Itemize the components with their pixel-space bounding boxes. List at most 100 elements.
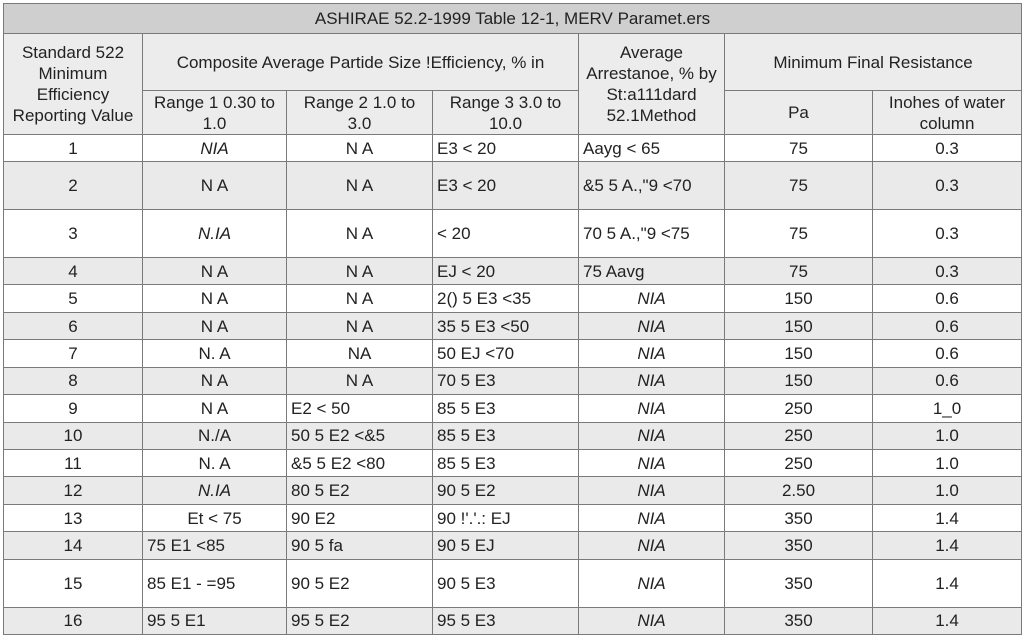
table-row: 3 N.IA N A < 20 70 5 A.,"9 <75 75 0.3: [3, 209, 1023, 258]
range1-cell: 95 5 E1: [142, 606, 287, 635]
arrestance-cell: NIA: [578, 531, 725, 560]
merv-cell: 5: [3, 284, 143, 313]
merv-cell: 1: [3, 133, 143, 163]
range3-cell: 90 5 EJ: [432, 531, 579, 560]
range2-cell: N A: [286, 256, 433, 286]
range2-cell: 90 E2: [286, 503, 433, 533]
merv-cell: 15: [3, 558, 143, 608]
range1-cell: NIA: [142, 133, 287, 163]
range2-cell: &5 5 E2 <80: [286, 448, 433, 478]
merv-cell: 6: [3, 311, 143, 341]
arrestance-cell: NIA: [578, 421, 725, 451]
pa-cell: 350: [724, 606, 873, 635]
merv-table: ASHIRAE 52.2-1999 Table 12-1, MERV Param…: [2, 3, 1023, 635]
table-row: 6 N A N A 35 5 E3 <50 NIA 150 0.6: [3, 311, 1023, 341]
inches-cell: 1.4: [871, 606, 1023, 635]
inches-cell: 1.0: [871, 421, 1023, 451]
header-range-3: Range 3 3.0 to 10.0: [432, 90, 579, 135]
table-row: 14 75 E1 <85 90 5 fa 90 5 EJ NIA 350 1.4: [3, 531, 1023, 560]
range1-cell: Et < 75: [142, 503, 287, 533]
range2-cell: N A: [286, 284, 433, 313]
arrestance-cell: NIA: [578, 311, 725, 341]
range3-cell: 95 5 E3: [432, 606, 579, 635]
range1-cell: N A: [142, 394, 287, 423]
merv-cell: 9: [3, 394, 143, 423]
range2-cell: 90 5 fa: [286, 531, 433, 560]
range2-cell: N A: [286, 209, 433, 258]
pa-cell: 250: [724, 421, 873, 451]
inches-cell: 1.4: [871, 531, 1023, 560]
arrestance-cell: NIA: [578, 558, 725, 608]
arrestance-cell: 70 5 A.,"9 <75: [578, 209, 725, 258]
arrestance-cell: &5 5 A.,"9 <70: [578, 161, 725, 211]
range1-cell: N A: [142, 284, 287, 313]
merv-cell: 14: [3, 531, 143, 560]
inches-cell: 0.6: [871, 311, 1023, 341]
table-row: 2 N A N A E3 < 20 &5 5 A.,"9 <70 75 0.3: [3, 161, 1023, 211]
pa-cell: 2.50: [724, 476, 873, 505]
pa-cell: 250: [724, 448, 873, 478]
table-row: 12 N.IA 80 5 E2 90 5 E2 NIA 2.50 1.0: [3, 476, 1023, 505]
merv-cell: 16: [3, 606, 143, 635]
pa-cell: 350: [724, 503, 873, 533]
pa-cell: 75: [724, 161, 873, 211]
range1-cell: N A: [142, 256, 287, 286]
range2-cell: NA: [286, 339, 433, 368]
header-range-2: Range 2 1.0 to 3.0: [286, 90, 433, 135]
pa-cell: 350: [724, 558, 873, 608]
pa-cell: 75: [724, 209, 873, 258]
table-row: 4 N A N A EJ < 20 75 Aavg 75 0.3: [3, 256, 1023, 286]
range1-cell: N A: [142, 366, 287, 396]
inches-cell: 0.3: [871, 256, 1023, 286]
inches-cell: 1.0: [871, 448, 1023, 478]
range3-cell: 90 !'.'.: EJ: [432, 503, 579, 533]
inches-cell: 1.4: [871, 558, 1023, 608]
merv-cell: 10: [3, 421, 143, 451]
merv-cell: 2: [3, 161, 143, 211]
table-row: 8 N A N A 70 5 E3 NIA 150 0.6: [3, 366, 1023, 396]
arrestance-cell: NIA: [578, 284, 725, 313]
arrestance-cell: NIA: [578, 448, 725, 478]
range1-cell: N. A: [142, 339, 287, 368]
range1-cell: N A: [142, 161, 287, 211]
range2-cell: 80 5 E2: [286, 476, 433, 505]
merv-cell: 4: [3, 256, 143, 286]
header-range-1: Range 1 0.30 to 1.0: [142, 90, 287, 135]
table-row: 7 N. A NA 50 EJ <70 NIA 150 0.6: [3, 339, 1023, 368]
table-row: 11 N. A &5 5 E2 <80 85 5 E3 NIA 250 1.0: [3, 448, 1023, 478]
range2-cell: 95 5 E2: [286, 606, 433, 635]
inches-cell: 1.4: [871, 503, 1023, 533]
range3-cell: E3 < 20: [432, 133, 579, 163]
header-arrestance: Average Arrestanoe, % by St:a111dard 52.…: [578, 33, 725, 135]
range2-cell: 90 5 E2: [286, 558, 433, 608]
range1-cell: N./A: [142, 421, 287, 451]
range3-cell: 50 EJ <70: [432, 339, 579, 368]
inches-cell: 0.6: [871, 339, 1023, 368]
range3-cell: EJ < 20: [432, 256, 579, 286]
header-merv: Standard 522 Minimum Efficiency Reportin…: [3, 33, 143, 135]
table-row: 16 95 5 E1 95 5 E2 95 5 E3 NIA 350 1.4: [3, 606, 1023, 635]
range2-cell: N A: [286, 366, 433, 396]
range3-cell: 90 5 E3: [432, 558, 579, 608]
range2-cell: N A: [286, 311, 433, 341]
pa-cell: 150: [724, 284, 873, 313]
arrestance-cell: NIA: [578, 476, 725, 505]
range2-cell: E2 < 50: [286, 394, 433, 423]
range2-cell: N A: [286, 161, 433, 211]
range1-cell: N.IA: [142, 209, 287, 258]
range3-cell: 85 5 E3: [432, 421, 579, 451]
header-composite: Composite Average Partide Size !Efficien…: [142, 33, 579, 91]
arrestance-cell: NIA: [578, 366, 725, 396]
merv-cell: 11: [3, 448, 143, 478]
table-row: 15 85 E1 - =95 90 5 E2 90 5 E3 NIA 350 1…: [3, 558, 1023, 608]
range3-cell: 2() 5 E3 <35: [432, 284, 579, 313]
header-resistance: Minimum Final Resistance: [723, 33, 1023, 91]
inches-cell: 0.3: [871, 209, 1023, 258]
pa-cell: 150: [724, 366, 873, 396]
pa-cell: 150: [724, 311, 873, 341]
range3-cell: 90 5 E2: [432, 476, 579, 505]
inches-cell: 0.6: [871, 366, 1023, 396]
arrestance-cell: NIA: [578, 503, 725, 533]
header-pa: Pa: [724, 90, 873, 135]
inches-cell: 1.0: [871, 476, 1023, 505]
